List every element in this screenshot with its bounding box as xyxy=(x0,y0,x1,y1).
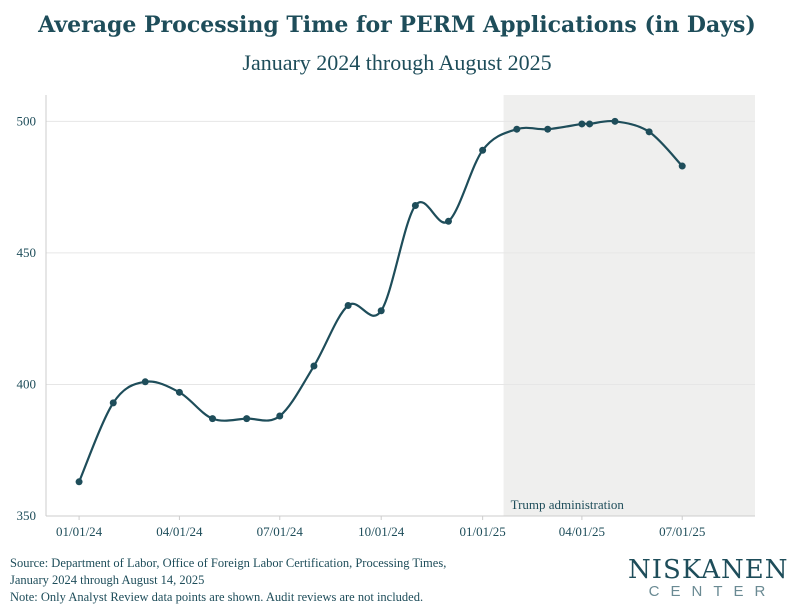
logo-main-text: NISKANEN xyxy=(628,555,789,585)
data-point xyxy=(645,128,653,136)
x-tick-label: 07/01/25 xyxy=(659,524,705,539)
y-tick-label: 350 xyxy=(17,508,37,523)
niskanen-logo: NISKANEN CENTER xyxy=(628,555,789,600)
data-point xyxy=(243,415,251,423)
data-point xyxy=(586,120,594,128)
x-tick-label: 07/01/24 xyxy=(257,524,304,539)
y-tick-label: 500 xyxy=(17,113,37,128)
data-point xyxy=(344,302,352,309)
data-point xyxy=(513,125,521,133)
note-line: Note: Only Analyst Review data points ar… xyxy=(10,590,424,604)
data-point xyxy=(377,307,385,315)
chart-subtitle: January 2024 through August 2025 xyxy=(242,50,552,75)
data-point xyxy=(75,478,83,486)
shaded-region-label: Trump administration xyxy=(511,497,625,512)
data-point xyxy=(175,388,183,396)
shaded-region xyxy=(503,95,755,516)
source-line-2: January 2024 through August 14, 2025 xyxy=(10,573,205,587)
data-point xyxy=(578,120,586,128)
data-point xyxy=(109,399,117,407)
data-point xyxy=(141,378,149,386)
data-point xyxy=(276,412,284,420)
x-tick-label: 04/01/24 xyxy=(156,524,203,539)
x-tick-label: 04/01/25 xyxy=(559,524,605,539)
logo-sub-text: CENTER xyxy=(648,583,777,600)
source-line-1: Source: Department of Labor, Office of F… xyxy=(10,556,447,570)
source-note: Source: Department of Labor, Office of F… xyxy=(10,555,530,606)
x-tick-label: 01/01/25 xyxy=(460,524,506,539)
y-tick-label: 400 xyxy=(17,376,37,391)
x-tick-label: 01/01/24 xyxy=(56,524,103,539)
y-tick-label: 450 xyxy=(17,245,37,260)
chart-title: Average Processing Time for PERM Applica… xyxy=(38,12,756,38)
x-tick-label: 10/01/24 xyxy=(358,524,405,539)
data-point xyxy=(678,162,686,170)
data-point xyxy=(611,117,619,125)
data-point xyxy=(411,202,419,210)
data-point xyxy=(544,125,552,133)
data-point xyxy=(444,217,452,225)
data-point xyxy=(310,362,318,370)
data-point xyxy=(479,146,487,154)
data-point xyxy=(208,415,216,423)
